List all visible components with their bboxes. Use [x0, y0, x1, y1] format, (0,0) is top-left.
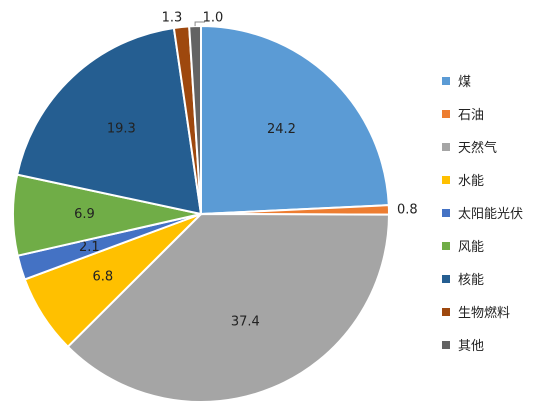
slice-value-label: 0.8	[397, 202, 418, 217]
legend-swatch	[442, 241, 450, 250]
legend-swatch	[442, 109, 450, 118]
legend-item: 核能	[442, 262, 523, 295]
legend-label: 生物燃料	[458, 306, 511, 321]
legend-label: 石油	[458, 108, 485, 123]
legend-item: 水能	[442, 163, 523, 196]
legend-item: 其他	[442, 328, 523, 361]
slice-value-label: 1.3	[162, 11, 183, 26]
pie-slice	[200, 24, 390, 216]
legend-label: 太阳能光伏	[458, 207, 524, 222]
slice-value-label: 2.1	[79, 240, 100, 255]
legend-swatch	[442, 142, 450, 151]
legend-swatch	[442, 307, 450, 316]
slice-value-label: 1.0	[203, 11, 224, 26]
legend-label: 天然气	[458, 141, 498, 156]
legend-item: 太阳能光伏	[442, 196, 523, 229]
legend-label: 煤	[458, 75, 472, 90]
legend-item: 天然气	[442, 130, 523, 163]
slice-value-label: 6.9	[74, 207, 95, 222]
legend-item: 生物燃料	[442, 295, 523, 328]
legend-swatch	[442, 340, 450, 349]
slice-value-label: 19.3	[107, 121, 136, 136]
slice-value-label: 37.4	[231, 314, 260, 329]
legend-label: 水能	[458, 174, 485, 189]
chart-legend: 煤石油天然气水能太阳能光伏风能核能生物燃料其他	[442, 64, 523, 361]
legend-label: 其他	[458, 339, 485, 354]
slice-value-label: 6.8	[93, 269, 114, 284]
legend-item: 石油	[442, 97, 523, 130]
legend-swatch	[442, 175, 450, 184]
legend-item: 风能	[442, 229, 523, 262]
leader-line	[194, 21, 205, 27]
pie-slice	[15, 26, 203, 216]
legend-swatch	[442, 274, 450, 283]
legend-label: 核能	[458, 273, 485, 288]
legend-swatch	[442, 208, 450, 217]
legend-swatch	[442, 76, 450, 85]
legend-item: 煤	[442, 64, 523, 97]
slice-value-label: 24.2	[267, 122, 296, 137]
pie-slice	[188, 24, 202, 215]
legend-label: 风能	[458, 240, 485, 255]
pie-slice	[66, 212, 391, 403]
